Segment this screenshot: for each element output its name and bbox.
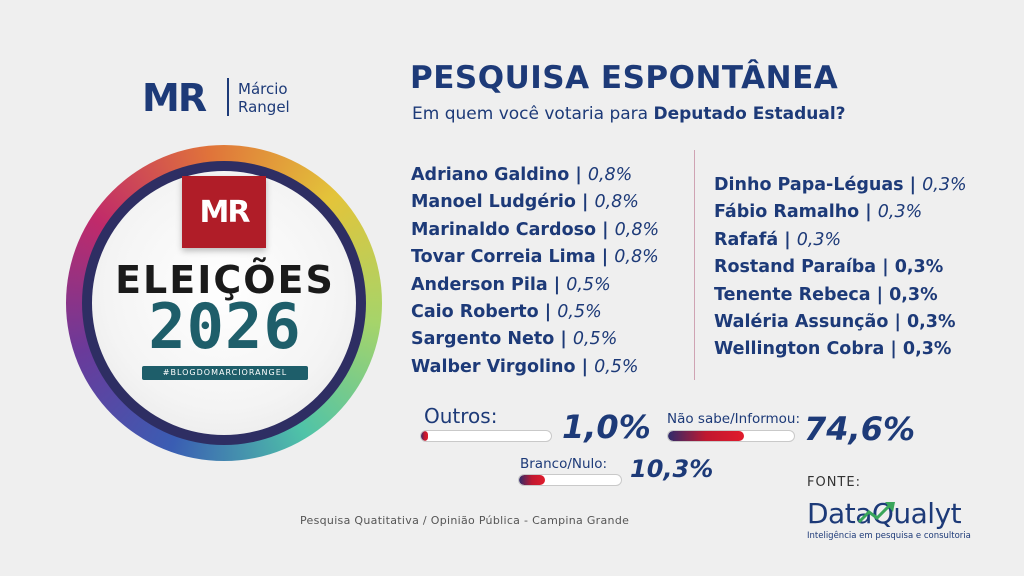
candidate-row: Rostand Paraíba | 0,3%: [714, 257, 944, 278]
candidate-row: Tovar Correia Lima | 0,8%: [411, 247, 659, 268]
nao-sabe-value: 74,6%: [804, 410, 916, 448]
branco-nulo-bar-fill: [519, 475, 545, 485]
branco-nulo-value: 10,3%: [630, 455, 714, 483]
candidate-row: Caio Roberto | 0,5%: [411, 302, 602, 323]
outros-value: 1,0%: [562, 408, 651, 446]
page-subtitle: Em quem você votaria para Deputado Estad…: [412, 104, 846, 124]
badge-title: ELEIÇÕES: [115, 258, 335, 302]
nao-sabe-label: Não sabe/Informou:: [667, 411, 801, 427]
candidate-row: Waléria Assunção | 0,3%: [714, 312, 956, 333]
column-divider: [694, 150, 695, 380]
candidate-row: Rafafá | 0,3%: [714, 229, 842, 250]
outros-bar: [420, 430, 552, 442]
candidate-row: Tenente Rebeca | 0,3%: [714, 284, 938, 305]
trend-arrow-icon: [857, 502, 895, 524]
nao-sabe-bar: [667, 430, 795, 442]
badge-hashtag: #BLOGDOMARCIORANGEL: [142, 366, 308, 380]
badge-year: 2026: [148, 290, 302, 363]
candidate-list-left: Adriano Galdino | 0,8% Manoel Ludgério |…: [411, 162, 659, 381]
branco-nulo-bar: [518, 474, 622, 486]
brand-name: Márcio Rangel: [238, 80, 290, 116]
page-title: PESQUISA ESPONTÂNEA: [410, 60, 839, 96]
candidate-row: Wellington Cobra | 0,3%: [714, 339, 952, 360]
outros-label: Outros:: [424, 404, 498, 428]
source-logo: DataQualyt: [807, 497, 962, 530]
source-label: FONTE:: [807, 475, 861, 490]
candidate-list-right: Dinho Papa-Léguas | 0,3% Fábio Ramalho |…: [714, 172, 967, 364]
source-tagline: Inteligência em pesquisa e consultoria: [807, 531, 971, 541]
subtitle-prefix: Em quem você votaria para: [412, 104, 654, 124]
candidate-row: Marinaldo Cardoso | 0,8%: [411, 219, 660, 240]
candidate-row: Sargento Neto | 0,5%: [411, 329, 618, 350]
candidate-row: Anderson Pila | 0,5%: [411, 274, 611, 295]
brand-logo: MR: [142, 76, 207, 120]
candidate-row: Walber Virgolino | 0,5%: [411, 356, 639, 377]
branco-nulo-label: Branco/Nulo:: [520, 456, 608, 472]
brand-name-line1: Márcio: [238, 80, 288, 98]
candidate-row: Dinho Papa-Léguas | 0,3%: [714, 175, 967, 195]
subtitle-emphasis: Deputado Estadual?: [653, 104, 846, 124]
nao-sabe-bar-fill: [668, 431, 744, 441]
methodology-note: Pesquisa Quatitativa / Opinião Pública -…: [300, 514, 630, 527]
brand-name-line2: Rangel: [238, 98, 290, 116]
candidate-row: Fábio Ramalho | 0,3%: [714, 202, 923, 223]
badge-flag-logo: MR: [182, 176, 266, 248]
candidate-row: Adriano Galdino | 0,8%: [411, 165, 633, 185]
brand-divider: [227, 78, 229, 116]
outros-bar-fill: [421, 431, 428, 441]
candidate-row: Manoel Ludgério | 0,8%: [411, 192, 639, 213]
